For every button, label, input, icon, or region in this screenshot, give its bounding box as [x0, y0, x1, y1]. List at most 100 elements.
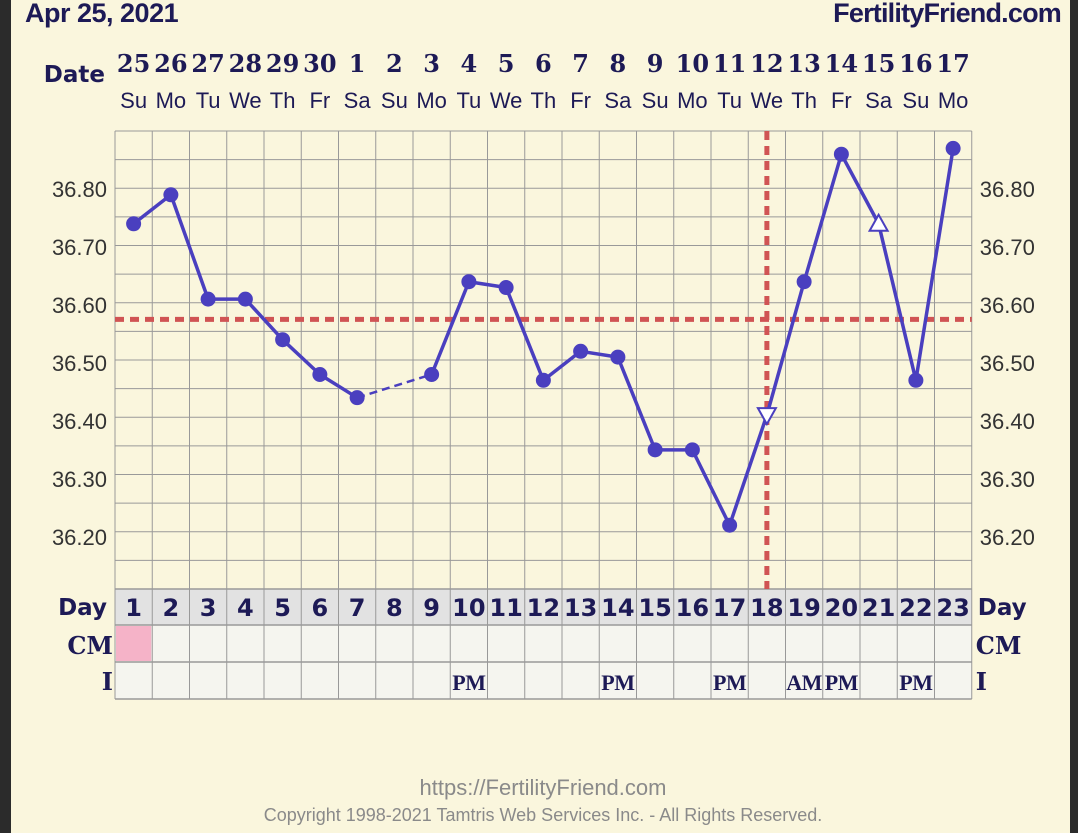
cycle-day-label: 12 — [527, 594, 560, 622]
temperature-point — [424, 366, 440, 382]
temperature-point — [722, 517, 738, 533]
day-row-bg — [115, 589, 972, 625]
weekday-label: Th — [270, 88, 296, 113]
cycle-day-label: 13 — [564, 594, 597, 622]
temperature-point — [461, 274, 477, 290]
date-label: 12 — [750, 49, 783, 78]
temperature-point — [833, 146, 849, 162]
weekday-label: Tu — [717, 88, 742, 113]
date-label: 30 — [303, 49, 336, 78]
cycle-day-label: 21 — [862, 594, 895, 622]
i-row-label-left: I — [102, 667, 113, 696]
weekday-label: Sa — [344, 88, 372, 113]
date-label: 13 — [787, 49, 820, 78]
cycle-day-label: 20 — [825, 594, 858, 622]
weekday-label: Sa — [604, 88, 632, 113]
y-tick-label-right: 36.20 — [980, 525, 1035, 550]
temperature-point-discarded — [756, 407, 778, 427]
cycle-day-label: 5 — [274, 594, 291, 622]
y-tick-label-left: 36.40 — [52, 409, 107, 434]
cm-row-label-left: CM — [67, 631, 113, 660]
date-label: 11 — [713, 49, 746, 78]
intercourse-label: PM — [601, 670, 635, 695]
temperature-segment-dashed — [356, 373, 432, 399]
weekday-label: We — [229, 88, 262, 113]
temperature-segment — [727, 414, 769, 526]
day-row-label-left: Day — [58, 595, 107, 621]
date-label: 10 — [676, 49, 709, 78]
temperature-segment — [690, 449, 732, 527]
cycle-day-label: 19 — [787, 594, 820, 622]
temperature-segment — [802, 153, 844, 283]
cycle-day-label: 15 — [638, 594, 671, 622]
cycle-day-label: 14 — [601, 594, 634, 622]
footer-url[interactable]: https://FertilityFriend.com — [419, 775, 667, 800]
y-tick-label-right: 36.60 — [980, 293, 1035, 318]
date-label: 6 — [535, 49, 552, 78]
intercourse-label: AM — [786, 670, 822, 695]
date-label: 25 — [117, 49, 150, 78]
temperature-segment — [244, 297, 284, 341]
date-label: 8 — [610, 49, 627, 78]
y-tick-label-left: 36.20 — [52, 525, 107, 550]
temperature-point — [126, 216, 142, 232]
date-row-label: Date — [44, 62, 105, 88]
cycle-day-label: 16 — [676, 594, 709, 622]
intercourse-label: PM — [713, 670, 747, 695]
chart-date-title: Apr 25, 2021 — [25, 0, 179, 28]
y-tick-label-left: 36.80 — [52, 177, 107, 202]
temperature-point — [647, 442, 663, 458]
temperature-segment — [765, 281, 806, 416]
temperature-segment — [876, 223, 918, 381]
weekday-label: We — [490, 88, 523, 113]
date-label: 2 — [386, 49, 403, 78]
temperature-segment — [839, 153, 881, 225]
weekday-label: Mo — [677, 88, 708, 113]
weekday-label: Fr — [570, 88, 591, 113]
temperature-point — [945, 140, 961, 156]
date-label: 1 — [349, 49, 366, 78]
temperature-point — [163, 187, 179, 203]
weekday-label: Fr — [309, 88, 330, 113]
date-label: 4 — [461, 49, 478, 78]
date-label: 9 — [647, 49, 664, 78]
date-label: 7 — [572, 49, 589, 78]
temperature-point — [312, 366, 328, 382]
cycle-day-label: 18 — [750, 594, 783, 622]
temperature-segment — [914, 148, 955, 381]
temperature-point — [200, 291, 216, 307]
date-label: 17 — [936, 49, 969, 78]
cycle-day-label: 22 — [899, 594, 932, 622]
chart-frame: Apr 25, 2021 FertilityFriend.com 36.80 36… — [11, 0, 1070, 833]
temperature-point — [573, 343, 589, 359]
cycle-day-label: 10 — [452, 594, 485, 622]
temperature-segment — [169, 194, 210, 300]
weekday-label: Su — [902, 88, 929, 113]
cm-row-label-right: CM — [976, 631, 1022, 660]
y-tick-label-left: 36.50 — [52, 351, 107, 376]
weekday-label: Mo — [156, 88, 187, 113]
bbt-chart: 36.80 36.80 36.70 36.70 36.60 36.60 36.50 36.50… — [44, 49, 1035, 700]
footer-copyright: Copyright 1998-2021 Tamtris Web Services… — [263, 805, 823, 825]
temperature-point-discarded — [867, 212, 890, 232]
date-label: 16 — [899, 49, 932, 78]
cycle-day-label: 11 — [489, 594, 522, 622]
date-label: 29 — [266, 49, 299, 78]
weekday-label: We — [751, 88, 784, 113]
temperature-point — [684, 442, 700, 458]
cycle-day-label: 6 — [312, 594, 329, 622]
y-tick-label-right: 36.30 — [980, 467, 1035, 492]
intercourse-label: PM — [825, 670, 859, 695]
cycle-day-label: 17 — [713, 594, 746, 622]
cycle-day-label: 8 — [386, 594, 403, 622]
date-label: 3 — [423, 49, 440, 78]
weekday-label: Fr — [831, 88, 852, 113]
temperature-segment — [504, 286, 545, 381]
date-label: 27 — [191, 49, 224, 78]
date-label: 26 — [154, 49, 187, 78]
temperature-point — [535, 372, 551, 388]
temperature-point — [610, 349, 626, 365]
weekday-label: Su — [642, 88, 669, 113]
weekday-label: Su — [381, 88, 408, 113]
cycle-day-label: 1 — [125, 594, 142, 622]
